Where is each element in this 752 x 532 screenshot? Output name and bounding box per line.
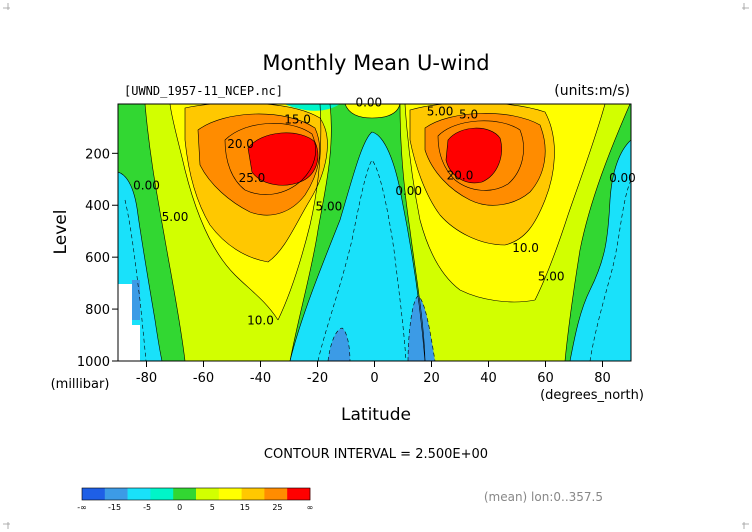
crop-marks: [3, 3, 749, 529]
x-ticks: -80 -60 -40 -20 0 20 40 60 80: [136, 361, 611, 386]
contour-label: 15.0: [284, 112, 311, 126]
y-axis-units: (millibar): [51, 377, 110, 392]
contour-label: 0.00: [609, 171, 636, 185]
units-label: (units:m/s): [554, 83, 630, 99]
x-tick-label: -60: [193, 371, 214, 386]
colorbar-tick-label: ∞: [307, 503, 314, 512]
colorbar-tick-label: 0: [177, 503, 182, 512]
y-tick-label: 600: [85, 251, 110, 266]
fill-equatorial-strat: [345, 104, 400, 118]
x-tick-label: 80: [594, 371, 611, 386]
contour-label: 0.00: [395, 184, 422, 198]
colorbar-swatch: [173, 488, 197, 500]
colorbar-tick-label: 25: [272, 503, 282, 512]
x-tick-label: -20: [307, 371, 328, 386]
contour-label: 20.0: [447, 168, 474, 182]
colorbar: -∞ -15 -5 0 5 15 25 ∞: [77, 487, 314, 512]
x-tick-label: -40: [250, 371, 271, 386]
fill-missing-data: [118, 284, 140, 361]
x-tick-label: -80: [136, 371, 157, 386]
contour-label: 0.00: [355, 96, 382, 110]
y-axis-label: Level: [51, 210, 71, 255]
x-tick-label: 20: [423, 371, 440, 386]
contour-label: 5.00: [162, 210, 189, 224]
colorbar-swatch: [104, 488, 128, 500]
chart-title: Monthly Mean U-wind: [262, 51, 489, 75]
colorbar-swatch: [150, 488, 174, 500]
contour-label: 5.00: [316, 199, 343, 213]
fill-pocket-2: [408, 296, 435, 361]
fill-north-easterlies: [570, 140, 631, 361]
contour-label: 10.0: [247, 314, 274, 328]
y-tick-label: 800: [85, 303, 110, 318]
colorbar-swatch: [196, 488, 220, 500]
colorbar-tick-label: 5: [210, 503, 215, 512]
colorbar-swatch: [241, 488, 265, 500]
y-ticks: 200 400 600 800 1000: [77, 147, 118, 370]
y-tick-label: 400: [85, 199, 110, 214]
colorbar-tick-label: 15: [240, 503, 250, 512]
fill-pocket-3: [132, 280, 140, 320]
contour-label: 20.0: [227, 137, 254, 151]
contour-label: 5.00: [538, 270, 565, 284]
fill-core-right: [446, 128, 502, 183]
colorbar-tick-label: -5: [143, 503, 151, 512]
fill-tropical-easterlies: [290, 132, 425, 361]
fill-core-left: [248, 132, 318, 186]
contour-lines: [118, 104, 631, 361]
fill-polar-strat: [285, 104, 340, 111]
colorbar-swatch: [287, 488, 311, 500]
fill-pocket-1: [328, 328, 350, 361]
colorbar-tick-label: -∞: [77, 503, 87, 512]
colorbar-frame: [81, 487, 311, 501]
contour-interval: CONTOUR INTERVAL = 2.500E+00: [264, 447, 488, 462]
x-axis-units: (degrees_north): [540, 388, 644, 403]
contour-label: 10.0: [512, 241, 539, 255]
contour-label: 5.00: [427, 105, 454, 119]
x-tick-label: 0: [370, 371, 378, 386]
colorbar-swatch: [82, 488, 106, 500]
x-axis-label: Latitude: [341, 405, 411, 425]
colorbar-tick-label: -15: [108, 503, 121, 512]
plot-area: [118, 104, 631, 361]
x-tick-label: 60: [537, 371, 554, 386]
footer-note: (mean) lon:0..357.5: [484, 490, 603, 504]
x-tick-label: 40: [480, 371, 497, 386]
contour-label: 25.0: [239, 171, 266, 185]
file-label: [UWND_1957-11_NCEP.nc]: [124, 84, 283, 98]
colorbar-swatch: [264, 488, 288, 500]
colorbar-swatch: [127, 488, 151, 500]
negative-contours: [124, 159, 631, 361]
y-tick-label: 1000: [77, 355, 110, 370]
colorbar-swatch: [218, 488, 242, 500]
contour-label: 0.00: [133, 179, 160, 193]
contour-label: 5.0: [459, 107, 478, 121]
contour-label-layer: 0.00 15.0 5.00 5.0 20.0 25.0 0.00 5.00 5.00 10.0 0…: [133, 96, 636, 328]
y-tick-label: 200: [85, 147, 110, 162]
